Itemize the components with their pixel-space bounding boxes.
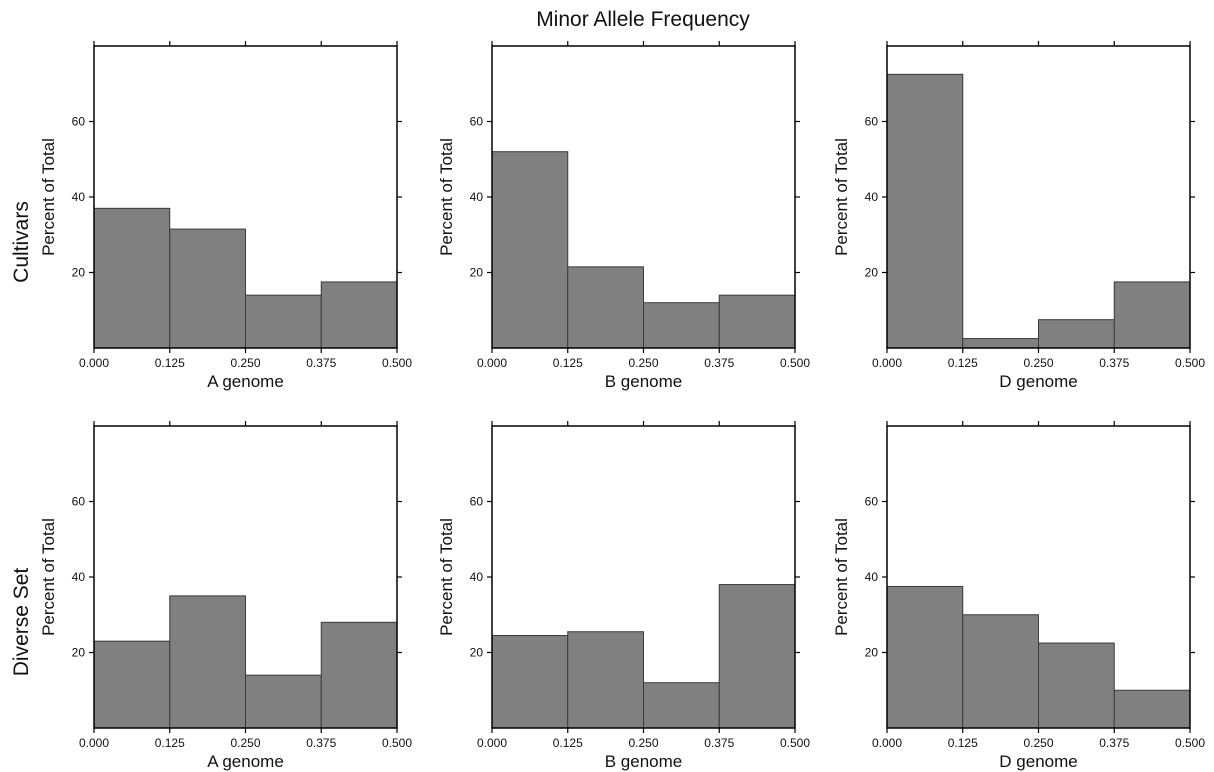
x-tick-label: 0.500 <box>1175 736 1205 750</box>
x-tick-label: 0.125 <box>553 736 583 750</box>
histogram-bar <box>718 584 796 729</box>
histogram-bar <box>1113 689 1191 729</box>
x-tick-label: 0.000 <box>477 356 507 370</box>
histogram-bar <box>169 228 246 349</box>
histogram-bar <box>1038 642 1115 729</box>
y-tick-label: 60 <box>72 115 86 129</box>
y-tick-label: 20 <box>72 646 86 660</box>
x-axis-label: B genome <box>605 752 683 771</box>
x-tick-label: 0.000 <box>79 356 109 370</box>
y-tick-label: 60 <box>72 495 86 509</box>
x-tick-label: 0.375 <box>1099 356 1129 370</box>
figure-title: Minor Allele Frequency <box>536 8 750 31</box>
x-tick-label: 0.000 <box>79 736 109 750</box>
histogram-bar <box>886 73 964 349</box>
y-axis-label: Percent of Total <box>39 518 58 636</box>
y-tick-label: 40 <box>470 570 484 584</box>
histogram-bar <box>245 294 322 349</box>
y-tick-label: 20 <box>72 266 86 280</box>
y-tick-label: 60 <box>470 115 484 129</box>
x-axis-label: A genome <box>207 372 284 391</box>
histogram-bar <box>643 682 720 729</box>
y-tick-label: 20 <box>470 266 484 280</box>
y-tick-label: 60 <box>865 495 879 509</box>
y-axis-label: Percent of Total <box>39 138 58 256</box>
y-tick-label: 20 <box>865 266 879 280</box>
x-tick-label: 0.250 <box>230 736 260 750</box>
y-tick-label: 40 <box>865 190 879 204</box>
x-axis-label: B genome <box>605 372 683 391</box>
x-tick-label: 0.125 <box>155 356 185 370</box>
histogram-bar <box>320 281 398 349</box>
histogram-panel: 0.000 0.125 0.250 0.375 0.500 20 40 60 B genome P… <box>437 41 810 391</box>
x-tick-label: 0.125 <box>948 356 978 370</box>
x-tick-label: 0.500 <box>780 736 810 750</box>
x-tick-label: 0.500 <box>1175 356 1205 370</box>
histogram-bar <box>567 631 644 729</box>
histogram-bar <box>567 266 644 349</box>
histogram-panel: 0.000 0.125 0.250 0.375 0.500 20 40 60 A genome P… <box>39 421 412 771</box>
x-axis-label: D genome <box>999 752 1077 771</box>
x-tick-label: 0.375 <box>306 736 336 750</box>
histogram-bar <box>1113 281 1191 349</box>
histogram-bar <box>320 621 398 729</box>
histogram-bar <box>718 294 796 349</box>
y-axis-label: Percent of Total <box>832 138 851 256</box>
histogram-bar <box>962 338 1039 349</box>
histogram-bar <box>491 635 569 729</box>
histogram-bar <box>169 595 246 729</box>
x-tick-label: 0.125 <box>155 736 185 750</box>
y-tick-label: 20 <box>470 646 484 660</box>
histogram-panel: 0.000 0.125 0.250 0.375 0.500 20 40 60 D genome P… <box>832 41 1205 391</box>
row-label-cultivars: Cultivars <box>10 201 33 283</box>
histogram-bar <box>643 302 720 349</box>
y-tick-label: 40 <box>865 570 879 584</box>
y-tick-label: 60 <box>470 495 484 509</box>
x-tick-label: 0.500 <box>382 356 412 370</box>
panels-group: 0.000 0.125 0.250 0.375 0.500 20 40 60 A genome P… <box>39 41 1205 771</box>
histogram-bar <box>886 585 964 729</box>
x-tick-label: 0.250 <box>628 356 658 370</box>
x-tick-label: 0.250 <box>230 356 260 370</box>
row-label-diverse-set: Diverse Set <box>10 568 33 677</box>
x-tick-label: 0.125 <box>948 736 978 750</box>
x-tick-label: 0.500 <box>382 736 412 750</box>
y-tick-label: 20 <box>865 646 879 660</box>
x-tick-label: 0.125 <box>553 356 583 370</box>
histogram-bar <box>93 640 171 729</box>
x-tick-label: 0.250 <box>628 736 658 750</box>
histogram-panel: 0.000 0.125 0.250 0.375 0.500 20 40 60 A genome P… <box>39 41 412 391</box>
histogram-panel: 0.000 0.125 0.250 0.375 0.500 20 40 60 B genome P… <box>437 421 810 771</box>
x-tick-label: 0.375 <box>704 736 734 750</box>
y-axis-label: Percent of Total <box>437 138 456 256</box>
x-axis-label: D genome <box>999 372 1077 391</box>
histogram-bar <box>491 151 569 349</box>
x-tick-label: 0.250 <box>1023 736 1053 750</box>
x-tick-label: 0.000 <box>477 736 507 750</box>
y-tick-label: 40 <box>72 570 86 584</box>
x-tick-label: 0.375 <box>1099 736 1129 750</box>
x-axis-label: A genome <box>207 752 284 771</box>
x-tick-label: 0.375 <box>306 356 336 370</box>
y-axis-label: Percent of Total <box>832 518 851 636</box>
y-axis-label: Percent of Total <box>437 518 456 636</box>
y-tick-label: 40 <box>72 190 86 204</box>
histogram-bar <box>1038 319 1115 349</box>
y-tick-label: 60 <box>865 115 879 129</box>
histogram-panel: 0.000 0.125 0.250 0.375 0.500 20 40 60 D genome P… <box>832 421 1205 771</box>
histogram-bar <box>93 207 171 349</box>
x-tick-label: 0.000 <box>872 736 902 750</box>
histogram-bar <box>962 614 1039 729</box>
histogram-bar <box>245 674 322 729</box>
y-tick-label: 40 <box>470 190 484 204</box>
x-tick-label: 0.375 <box>704 356 734 370</box>
x-tick-label: 0.000 <box>872 356 902 370</box>
x-tick-label: 0.250 <box>1023 356 1053 370</box>
x-tick-label: 0.500 <box>780 356 810 370</box>
